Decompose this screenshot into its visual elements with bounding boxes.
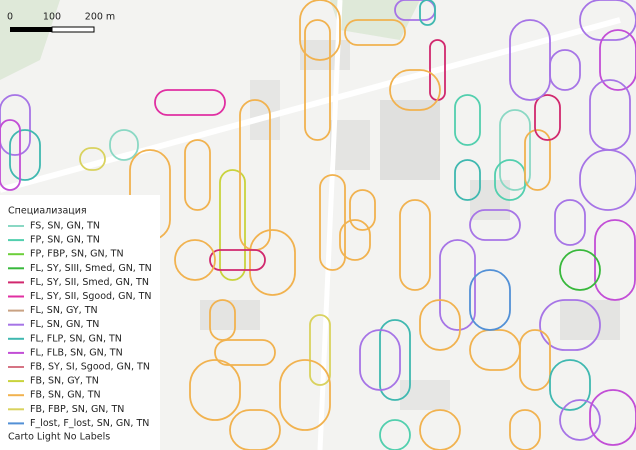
scale-bar: 0 100 200 m [7,12,115,33]
feature [589,79,631,151]
scale-label: 100 [43,12,61,23]
legend-label: FL, SN, GY, TN [30,305,98,316]
feature [454,159,481,201]
legend-label: FL, SN, GN, TN [30,319,99,330]
legend: Специализация FS, SN, GN, TN FP, SN, GN, … [0,195,160,450]
feature [279,359,331,431]
feature [559,399,601,441]
feature [9,129,41,181]
legend-label: FL, FLB, SN, GN, TN [30,347,123,358]
feature [419,409,461,450]
legend-label: FP, FBP, SN, GN, TN [30,249,124,260]
feature [469,269,511,331]
feature [299,0,341,61]
feature [79,147,106,171]
feature [379,319,411,401]
feature [359,329,401,391]
legend-label: FB, SN, GY, TN [30,376,99,387]
feature [174,239,216,281]
feature [469,209,521,241]
feature [509,19,551,101]
legend-label: FL, SY, SIII, Smed, GN, TN [30,263,152,274]
basemap [0,0,621,450]
feature [154,89,226,116]
feature [304,19,331,141]
basemap-label: Carto Light No Labels [8,432,110,443]
legend-label: FB, SN, GN, TN [30,390,101,401]
feature [454,94,481,146]
feature [439,239,476,331]
legend-label: FS, SN, GN, TN [30,221,100,232]
feature [379,419,411,450]
feature [349,189,376,231]
feature [499,109,531,191]
feature [249,229,296,296]
feature [524,129,551,191]
scale-label: 0 [7,12,13,23]
feature [209,249,266,271]
feature [399,199,431,291]
feature [319,174,346,271]
feature [589,389,636,446]
feature [389,69,441,111]
feature [579,149,636,211]
feature [344,19,406,46]
legend-label: FB, FBP, SN, GN, TN [30,404,124,415]
feature [509,409,541,450]
feature [339,219,371,261]
feature [539,299,601,351]
feature [214,339,276,366]
feature [0,119,21,191]
feature [189,359,241,421]
feature [599,29,636,91]
feature [109,129,139,161]
feature [229,409,281,450]
scale-label: 200 m [85,12,115,23]
feature [219,169,246,281]
feature [594,219,636,301]
feature [469,329,521,371]
feature [419,299,461,351]
legend-label: FL, FLP, SN, GN, TN [30,333,122,344]
feature [559,249,601,291]
feature [184,139,211,211]
legend-label: FP, SN, GN, TN [30,235,100,246]
feature [519,329,551,391]
feature [209,299,236,341]
feature [0,94,31,156]
feature [549,49,581,91]
feature [579,0,636,41]
legend-box [0,195,160,450]
legend-label: FB, SY, SI, Sgood, GN, TN [30,362,150,373]
feature [549,359,591,411]
feature [309,314,331,386]
feature [534,94,561,141]
feature [419,0,436,26]
legend-label: FL, SY, SII, Sgood, GN, TN [30,291,152,302]
legend-label: FL, SY, SII, Smed, GN, TN [30,277,149,288]
feature [554,199,586,246]
legend-title: Специализация [8,206,87,217]
legend-label: F_lost, F_lost, SN, GN, TN [30,418,149,429]
